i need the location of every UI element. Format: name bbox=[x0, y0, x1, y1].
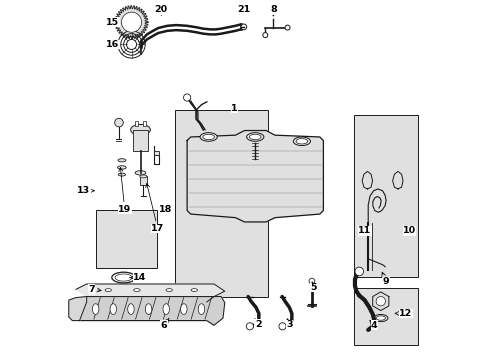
Ellipse shape bbox=[92, 304, 99, 315]
Polygon shape bbox=[187, 131, 323, 222]
Bar bbox=[154, 150, 159, 155]
Circle shape bbox=[246, 323, 253, 330]
Ellipse shape bbox=[163, 304, 169, 315]
Ellipse shape bbox=[105, 289, 111, 292]
Bar bbox=[135, 121, 138, 126]
Ellipse shape bbox=[117, 166, 126, 169]
Ellipse shape bbox=[296, 139, 307, 144]
Text: 9: 9 bbox=[381, 272, 388, 286]
Text: 14: 14 bbox=[130, 273, 146, 282]
Ellipse shape bbox=[110, 304, 116, 315]
Polygon shape bbox=[115, 6, 148, 39]
Bar bbox=[142, 121, 145, 126]
Polygon shape bbox=[76, 284, 224, 297]
Ellipse shape bbox=[118, 173, 125, 176]
Ellipse shape bbox=[127, 304, 134, 315]
Polygon shape bbox=[69, 297, 86, 320]
Ellipse shape bbox=[191, 289, 197, 292]
Ellipse shape bbox=[118, 159, 125, 162]
Bar bbox=[140, 176, 147, 185]
Text: 18: 18 bbox=[159, 205, 172, 214]
Polygon shape bbox=[80, 297, 214, 325]
Ellipse shape bbox=[133, 289, 140, 292]
Circle shape bbox=[375, 297, 385, 306]
Text: 19: 19 bbox=[118, 167, 131, 214]
Text: 12: 12 bbox=[394, 309, 412, 318]
Text: 21: 21 bbox=[237, 5, 250, 15]
Circle shape bbox=[241, 24, 246, 30]
Text: 20: 20 bbox=[154, 5, 167, 15]
Ellipse shape bbox=[373, 315, 387, 321]
Ellipse shape bbox=[145, 304, 151, 315]
Text: 16: 16 bbox=[106, 40, 119, 49]
Ellipse shape bbox=[165, 289, 172, 292]
Text: 4: 4 bbox=[369, 320, 377, 330]
Ellipse shape bbox=[203, 134, 214, 140]
Polygon shape bbox=[392, 171, 402, 189]
Ellipse shape bbox=[249, 134, 261, 140]
Circle shape bbox=[308, 278, 314, 284]
Circle shape bbox=[285, 25, 289, 30]
Bar bbox=[96, 211, 156, 268]
Circle shape bbox=[121, 12, 142, 32]
Circle shape bbox=[115, 118, 123, 127]
Ellipse shape bbox=[293, 137, 310, 145]
Ellipse shape bbox=[200, 133, 217, 141]
Text: 6: 6 bbox=[160, 318, 169, 330]
Polygon shape bbox=[372, 292, 388, 311]
Text: 13: 13 bbox=[77, 186, 94, 195]
Text: 1: 1 bbox=[231, 104, 237, 113]
Circle shape bbox=[183, 94, 190, 101]
Ellipse shape bbox=[198, 304, 204, 315]
Bar bbox=[353, 288, 418, 345]
Text: 8: 8 bbox=[270, 5, 277, 16]
Ellipse shape bbox=[135, 171, 145, 175]
Bar bbox=[133, 130, 147, 151]
Ellipse shape bbox=[112, 272, 135, 283]
Polygon shape bbox=[362, 171, 372, 189]
Text: 17: 17 bbox=[145, 184, 164, 233]
Text: 7: 7 bbox=[88, 284, 101, 293]
Ellipse shape bbox=[130, 125, 150, 135]
Circle shape bbox=[278, 323, 285, 330]
Ellipse shape bbox=[180, 304, 187, 315]
Polygon shape bbox=[206, 297, 224, 325]
Text: 5: 5 bbox=[309, 282, 316, 292]
Text: 3: 3 bbox=[286, 319, 292, 329]
Ellipse shape bbox=[246, 133, 264, 141]
Text: 10: 10 bbox=[402, 226, 415, 235]
Bar bbox=[174, 110, 267, 297]
Text: 11: 11 bbox=[357, 226, 371, 235]
Bar bbox=[353, 116, 418, 277]
Circle shape bbox=[262, 33, 267, 38]
Ellipse shape bbox=[140, 175, 147, 178]
Ellipse shape bbox=[375, 316, 385, 320]
Ellipse shape bbox=[115, 274, 132, 281]
Circle shape bbox=[354, 267, 363, 276]
Text: 2: 2 bbox=[254, 319, 261, 329]
Text: 15: 15 bbox=[106, 18, 119, 27]
